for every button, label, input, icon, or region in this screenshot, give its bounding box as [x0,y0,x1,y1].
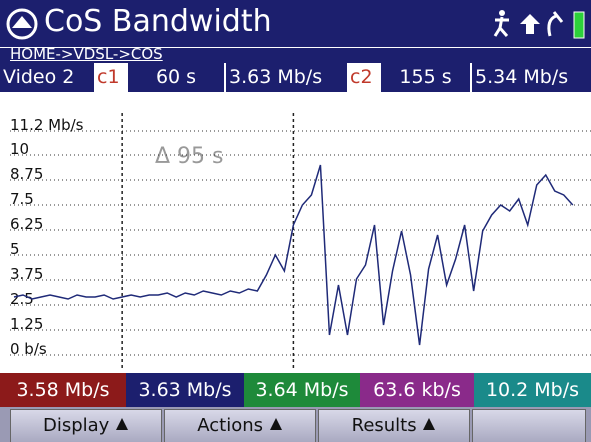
stat-value: 3.63 Mb/s [126,373,244,407]
delta-annotation: Δ 95 s [155,144,224,169]
status-icons [493,10,585,39]
cursor-2-value: 5.34 Mb/s [472,63,591,92]
y-tick-label: 0 b/s [10,340,47,358]
up-arrow [269,418,282,430]
softkey-label: Results [351,415,417,436]
y-tick-label: 3.75 [10,265,43,283]
stat-value: 3.64 Mb/s [244,373,360,407]
stat-value: 10.2 Mb/s [474,373,591,407]
y-tick-label: 8.75 [10,165,43,183]
breadcrumb-bar [0,47,591,63]
softkey-label: Display [42,415,110,436]
up-arrow [116,418,129,430]
y-tick-label: 2.5 [10,290,34,308]
y-tick-label: 11.2 Mb/s [10,116,84,134]
cursor-1-time: 60 s [128,63,224,92]
data-line [13,164,574,346]
softkey-label: Actions [197,415,264,436]
softkey[interactable]: Display [10,409,162,442]
up-arrow [423,418,436,430]
stat-value: 3.58 Mb/s [0,373,126,407]
y-tick-label: 7.5 [10,190,34,208]
y-tick-label: 5 [10,240,20,258]
stat-value: 63.6 kb/s [360,373,474,407]
softkey[interactable]: Results [318,409,470,442]
y-tick-label: 10 [10,140,29,158]
y-tick-label: 1.25 [10,315,43,333]
cursor-1-label: c1 [94,63,129,92]
cursor-1-value: 3.63 Mb/s [226,63,350,92]
cursor-2-label: c2 [347,63,382,92]
title: CoS Bandwidth [44,4,272,39]
app-icon [6,8,38,40]
chart: Δ 95 s 0 b/s 1.25 2.5 3.75 5 6.25 7.5 8.75 10 11.… [10,113,591,371]
header-bar [0,0,591,47]
softkey[interactable] [472,409,586,442]
y-tick-label: 6.25 [10,215,43,233]
cursor-2-time: 155 s [381,63,470,92]
softkey[interactable]: Actions [164,409,316,442]
breadcrumb: HOME->VDSL->COS [10,45,163,63]
